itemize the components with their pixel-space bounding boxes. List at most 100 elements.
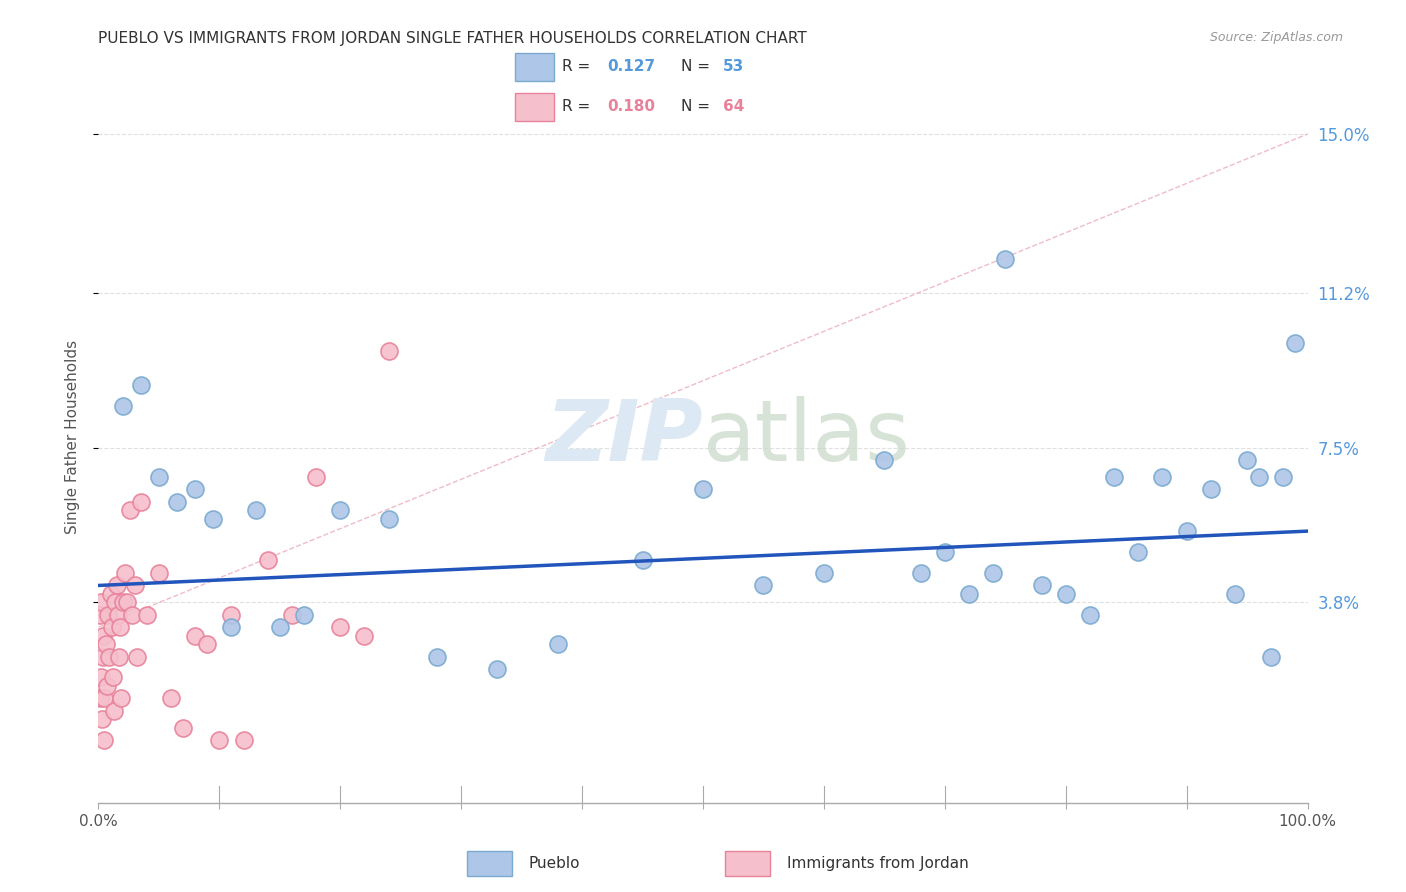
Point [1284,336,1306,351]
Point [353,629,375,643]
Text: Source: ZipAtlas.com: Source: ZipAtlas.com [1209,31,1343,45]
Point [135,607,157,622]
Point [91,629,114,643]
Point [111,595,134,609]
Bar [515,54,554,81]
Point [752,578,775,592]
Text: ZIP: ZIP [546,395,703,479]
Point [108,620,131,634]
Point [172,721,194,735]
Text: 64: 64 [723,99,744,114]
Point [127,649,149,664]
Point [1249,470,1271,484]
Point [547,637,569,651]
Point [110,691,132,706]
Point [160,691,183,706]
Point [100,620,122,634]
Point [90,670,112,684]
Text: 0.127: 0.127 [607,59,655,74]
Point [329,503,352,517]
Bar [515,93,554,120]
Point [94,637,117,651]
Point [91,649,114,664]
Point [108,649,131,664]
Text: R =: R = [562,59,596,74]
Point [1128,545,1150,559]
Point [97,607,120,622]
Point [1102,470,1125,484]
Point [117,595,139,609]
Point [114,566,136,580]
Point [305,470,328,484]
Point [292,607,315,622]
Text: 0.180: 0.180 [607,99,655,114]
Point [105,578,128,592]
Point [101,670,124,684]
Point [329,620,352,634]
Point [89,607,111,622]
Point [245,503,267,517]
Point [91,712,114,726]
Text: atlas: atlas [703,395,911,479]
Point [93,733,115,747]
Point [281,607,304,622]
Point [129,377,152,392]
Point [873,453,896,467]
Point [377,511,399,525]
Point [93,691,115,706]
Point [426,649,449,664]
Point [89,691,111,706]
Point [104,595,127,609]
Point [184,629,207,643]
Point [1152,470,1174,484]
Point [148,566,170,580]
Point [166,495,188,509]
Text: N =: N = [681,59,714,74]
Point [692,483,714,497]
Point [202,511,225,525]
Point [910,566,932,580]
Point [208,733,231,747]
Point [111,399,134,413]
Point [98,649,121,664]
Point [1078,607,1101,622]
Text: Immigrants from Jordan: Immigrants from Jordan [787,856,969,871]
Point [486,662,509,676]
Text: N =: N = [681,99,714,114]
Point [1175,524,1198,538]
Point [129,495,152,509]
Point [1260,649,1282,664]
Point [118,503,141,517]
Y-axis label: Single Father Households: Single Father Households [65,340,80,534]
Point [1272,470,1295,484]
Point [1031,578,1053,592]
Point [1054,587,1077,601]
Point [1223,587,1246,601]
Point [221,607,243,622]
Point [813,566,835,580]
Point [934,545,956,559]
Point [121,607,143,622]
Point [90,595,112,609]
Point [96,679,118,693]
Point [103,704,125,718]
Bar [467,851,512,876]
Text: 53: 53 [723,59,744,74]
Point [124,578,146,592]
Point [100,587,122,601]
Point [195,637,218,651]
Point [957,587,980,601]
Point [184,483,207,497]
Point [148,470,170,484]
Point [107,607,129,622]
Bar [725,851,770,876]
Text: PUEBLO VS IMMIGRANTS FROM JORDAN SINGLE FATHER HOUSEHOLDS CORRELATION CHART: PUEBLO VS IMMIGRANTS FROM JORDAN SINGLE … [98,31,807,46]
Point [221,620,243,634]
Point [269,620,291,634]
Point [994,252,1017,267]
Point [981,566,1004,580]
Point [256,553,278,567]
Point [1199,483,1222,497]
Point [631,553,654,567]
Point [377,344,399,359]
